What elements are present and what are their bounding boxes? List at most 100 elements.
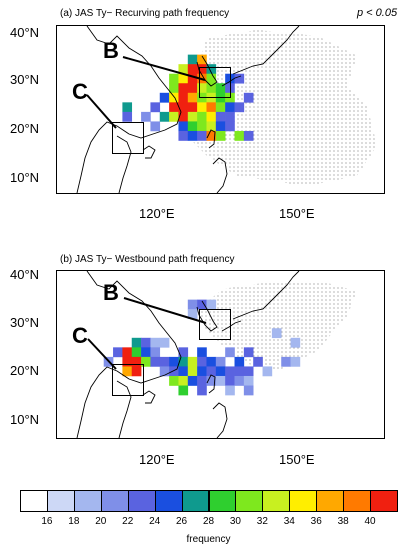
grid-cell	[197, 366, 207, 377]
grid-cell	[150, 102, 161, 113]
grid-cell	[197, 375, 207, 386]
grid-cell	[178, 64, 189, 75]
grid-cell	[206, 356, 217, 367]
grid-cell	[234, 356, 245, 367]
grid-cell	[206, 111, 217, 122]
grid-cell	[187, 83, 198, 94]
grid-cell	[290, 337, 301, 348]
grid-cell	[215, 375, 226, 386]
grid-cell	[206, 83, 217, 94]
grid-cell	[197, 54, 207, 65]
grid-cell	[225, 375, 235, 386]
grid-cell	[215, 121, 226, 132]
grid-cell	[225, 366, 235, 377]
lat-label-20-a: 20°N	[10, 121, 40, 136]
grid-cell	[150, 356, 161, 367]
grid-cell	[169, 111, 179, 122]
grid-cell	[150, 347, 161, 358]
colorbar-tick-label: 38	[337, 516, 349, 527]
lat-label-10-b: 10°N	[10, 412, 40, 427]
grid-cell	[234, 366, 245, 377]
lat-label-40-b: 40°N	[10, 267, 40, 282]
grid-cell	[215, 111, 226, 122]
grid-cell	[253, 356, 263, 367]
colorbar-swatch	[20, 490, 48, 512]
grid-cell	[187, 130, 198, 141]
colorbar-swatch	[181, 490, 210, 512]
grid-cell	[206, 366, 217, 377]
grid-cell	[187, 375, 198, 386]
grid-cell	[197, 130, 207, 141]
grid-cell	[169, 102, 179, 113]
grid-cell	[197, 111, 207, 122]
region-c-box-b	[112, 364, 144, 396]
grid-cell	[215, 356, 226, 367]
coastline	[221, 320, 242, 332]
grid-cell	[178, 366, 189, 377]
region-b-box-b	[199, 309, 231, 340]
panel-b-title: (b) JAS Ty− Westbound path frequency	[60, 254, 235, 265]
colorbar-swatch	[127, 490, 156, 512]
grid-cell	[122, 347, 133, 358]
colorbar-tick-label: 26	[176, 516, 188, 527]
grid-cell	[215, 130, 226, 141]
grid-cell	[122, 111, 133, 122]
grid-cell	[178, 130, 189, 141]
grid-cell	[206, 121, 217, 132]
grid-cell	[141, 347, 151, 358]
coastline	[221, 75, 242, 87]
colorbar-swatch	[46, 490, 75, 512]
grid-cell	[141, 356, 151, 367]
colorbar-swatch	[370, 490, 398, 512]
grid-cell	[159, 92, 170, 103]
grid-cell	[131, 366, 142, 377]
coastline	[116, 380, 132, 438]
colorbar-tick-label: 22	[122, 516, 134, 527]
coastline	[76, 271, 182, 438]
grid-cell	[141, 337, 151, 348]
pointer-lines-b	[87, 297, 207, 370]
grid-cell	[197, 121, 207, 132]
grid-cell	[187, 54, 198, 65]
grid-cell	[178, 375, 189, 386]
colorbar-tick-label: 18	[68, 516, 80, 527]
grid-cell	[206, 130, 217, 141]
coastline	[142, 145, 156, 159]
panel-b-map-canvas	[76, 271, 357, 438]
panel-b-map	[56, 270, 385, 439]
grid-cell	[187, 111, 198, 122]
grid-cell	[197, 83, 207, 94]
grid-cell	[281, 356, 291, 367]
grid-cell	[271, 328, 282, 339]
grid-cell	[187, 92, 198, 103]
panel-a-title: (a) JAS Ty− Recurving path frequency	[60, 8, 230, 19]
grid-cell	[243, 130, 254, 141]
grid-cell	[197, 64, 207, 75]
grid-cell	[131, 337, 142, 348]
colorbar-swatch	[208, 490, 237, 512]
region-b-label-b: B	[103, 280, 119, 305]
colorbar-swatch	[73, 490, 102, 512]
grid-cell	[187, 299, 198, 310]
grid-cell	[225, 111, 235, 122]
significance-stipple	[197, 281, 357, 371]
grid-cell	[178, 73, 189, 84]
grid-cell	[187, 73, 198, 84]
grid-cell	[243, 92, 254, 103]
grid-cell	[262, 366, 273, 377]
significance-label: p < 0.05	[357, 7, 398, 19]
grid-cell	[169, 83, 179, 94]
coastline	[232, 271, 300, 320]
grid-cell	[122, 102, 133, 113]
colorbar-swatch	[262, 490, 291, 512]
grid-cell	[206, 375, 217, 386]
colorbar-title: frequency	[186, 534, 231, 545]
grid-cell	[150, 121, 161, 132]
colorbar-swatch	[100, 490, 129, 512]
lon-label-120-b: 120°E	[139, 452, 175, 467]
grid-cell	[225, 73, 235, 84]
coastline	[232, 26, 300, 75]
lon-label-150-b: 150°E	[279, 452, 315, 467]
grid-cell	[187, 102, 198, 113]
region-b-label-a: B	[103, 38, 119, 63]
